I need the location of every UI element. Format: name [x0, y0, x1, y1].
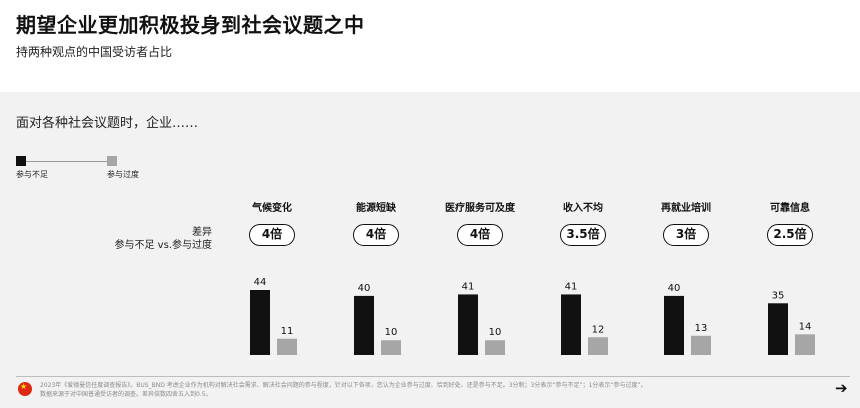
bar-under — [458, 294, 478, 355]
bar-under — [250, 290, 270, 355]
bar-over — [485, 340, 505, 355]
bar-under — [768, 303, 788, 355]
ratio-badge: 4倍 — [457, 224, 503, 246]
bar-value-label: 41 — [565, 281, 578, 292]
legend-swatch-under — [16, 156, 26, 166]
category-label: 可靠信息 — [770, 203, 810, 214]
bar-value-label: 44 — [254, 277, 267, 288]
footer-divider — [16, 376, 850, 377]
page-subtitle: 持两种观点的中国受访者占比 — [16, 45, 173, 59]
legend-label-over: 参与过度 — [107, 170, 139, 179]
bar-value-label: 35 — [772, 290, 785, 301]
bar-over — [588, 337, 608, 355]
ratio-badge: 4倍 — [353, 224, 399, 246]
bar-chart: 44 40 41 41 40 35 11 10 10 12 13 14 — [250, 277, 815, 355]
ratio-row-label-title: 差异 — [192, 227, 212, 238]
bar-value-label: 40 — [668, 283, 681, 294]
bar-under — [561, 294, 581, 355]
page-title: 期望企业更加积极投身到社会议题之中 — [16, 13, 365, 37]
ratio-badge: 3.5倍 — [560, 224, 606, 246]
bar-value-label: 10 — [385, 327, 398, 338]
category-label: 再就业培训 — [661, 203, 711, 214]
category-label: 气候变化 — [252, 203, 292, 214]
legend-swatch-over — [107, 156, 117, 166]
bar-value-label: 41 — [462, 281, 475, 292]
category-label: 医疗服务可及度 — [445, 203, 515, 214]
category-label: 收入不均 — [563, 203, 603, 214]
bar-value-label: 40 — [358, 283, 371, 294]
bar-under — [354, 295, 374, 355]
china-flag-icon: ★ — [18, 382, 32, 396]
bar-value-label: 13 — [695, 323, 708, 334]
ratio-badge: 2.5倍 — [767, 224, 813, 246]
ratio-badge: 3倍 — [663, 224, 709, 246]
legend-connector — [20, 161, 114, 162]
footnote: 2023年《爱德曼信任度调查报告》。BUS_BND 考虑企业作为机构对解决社会需… — [40, 381, 810, 399]
chart-panel — [0, 92, 860, 408]
category-label: 能源短缺 — [356, 203, 396, 214]
footnote-line-2: 数据来源于对中国普通受访者的调查。差异倍数四舍五入到0.5。 — [40, 391, 212, 398]
ratio-badge: 4倍 — [249, 224, 295, 246]
legend-label-under: 参与不足 — [16, 170, 48, 179]
chart-prompt: 面对各种社会议题时，企业…… — [16, 116, 199, 131]
bar-under — [664, 295, 684, 355]
bar-over — [691, 335, 711, 355]
bar-value-label: 11 — [281, 326, 294, 337]
ratio-row-label-subtitle: 参与不足 vs.参与过度 — [114, 240, 213, 251]
bar-value-label: 10 — [489, 327, 502, 338]
bar-over — [277, 338, 297, 355]
footnote-line-1: 2023年《爱德曼信任度调查报告》。BUS_BND 考虑企业作为机构对解决社会需… — [40, 382, 647, 389]
next-arrow-icon[interactable]: ➔ — [835, 379, 848, 397]
bar-value-label: 12 — [592, 324, 605, 335]
bar-value-label: 14 — [799, 321, 812, 332]
bar-over — [381, 340, 401, 355]
bar-over — [795, 334, 815, 355]
